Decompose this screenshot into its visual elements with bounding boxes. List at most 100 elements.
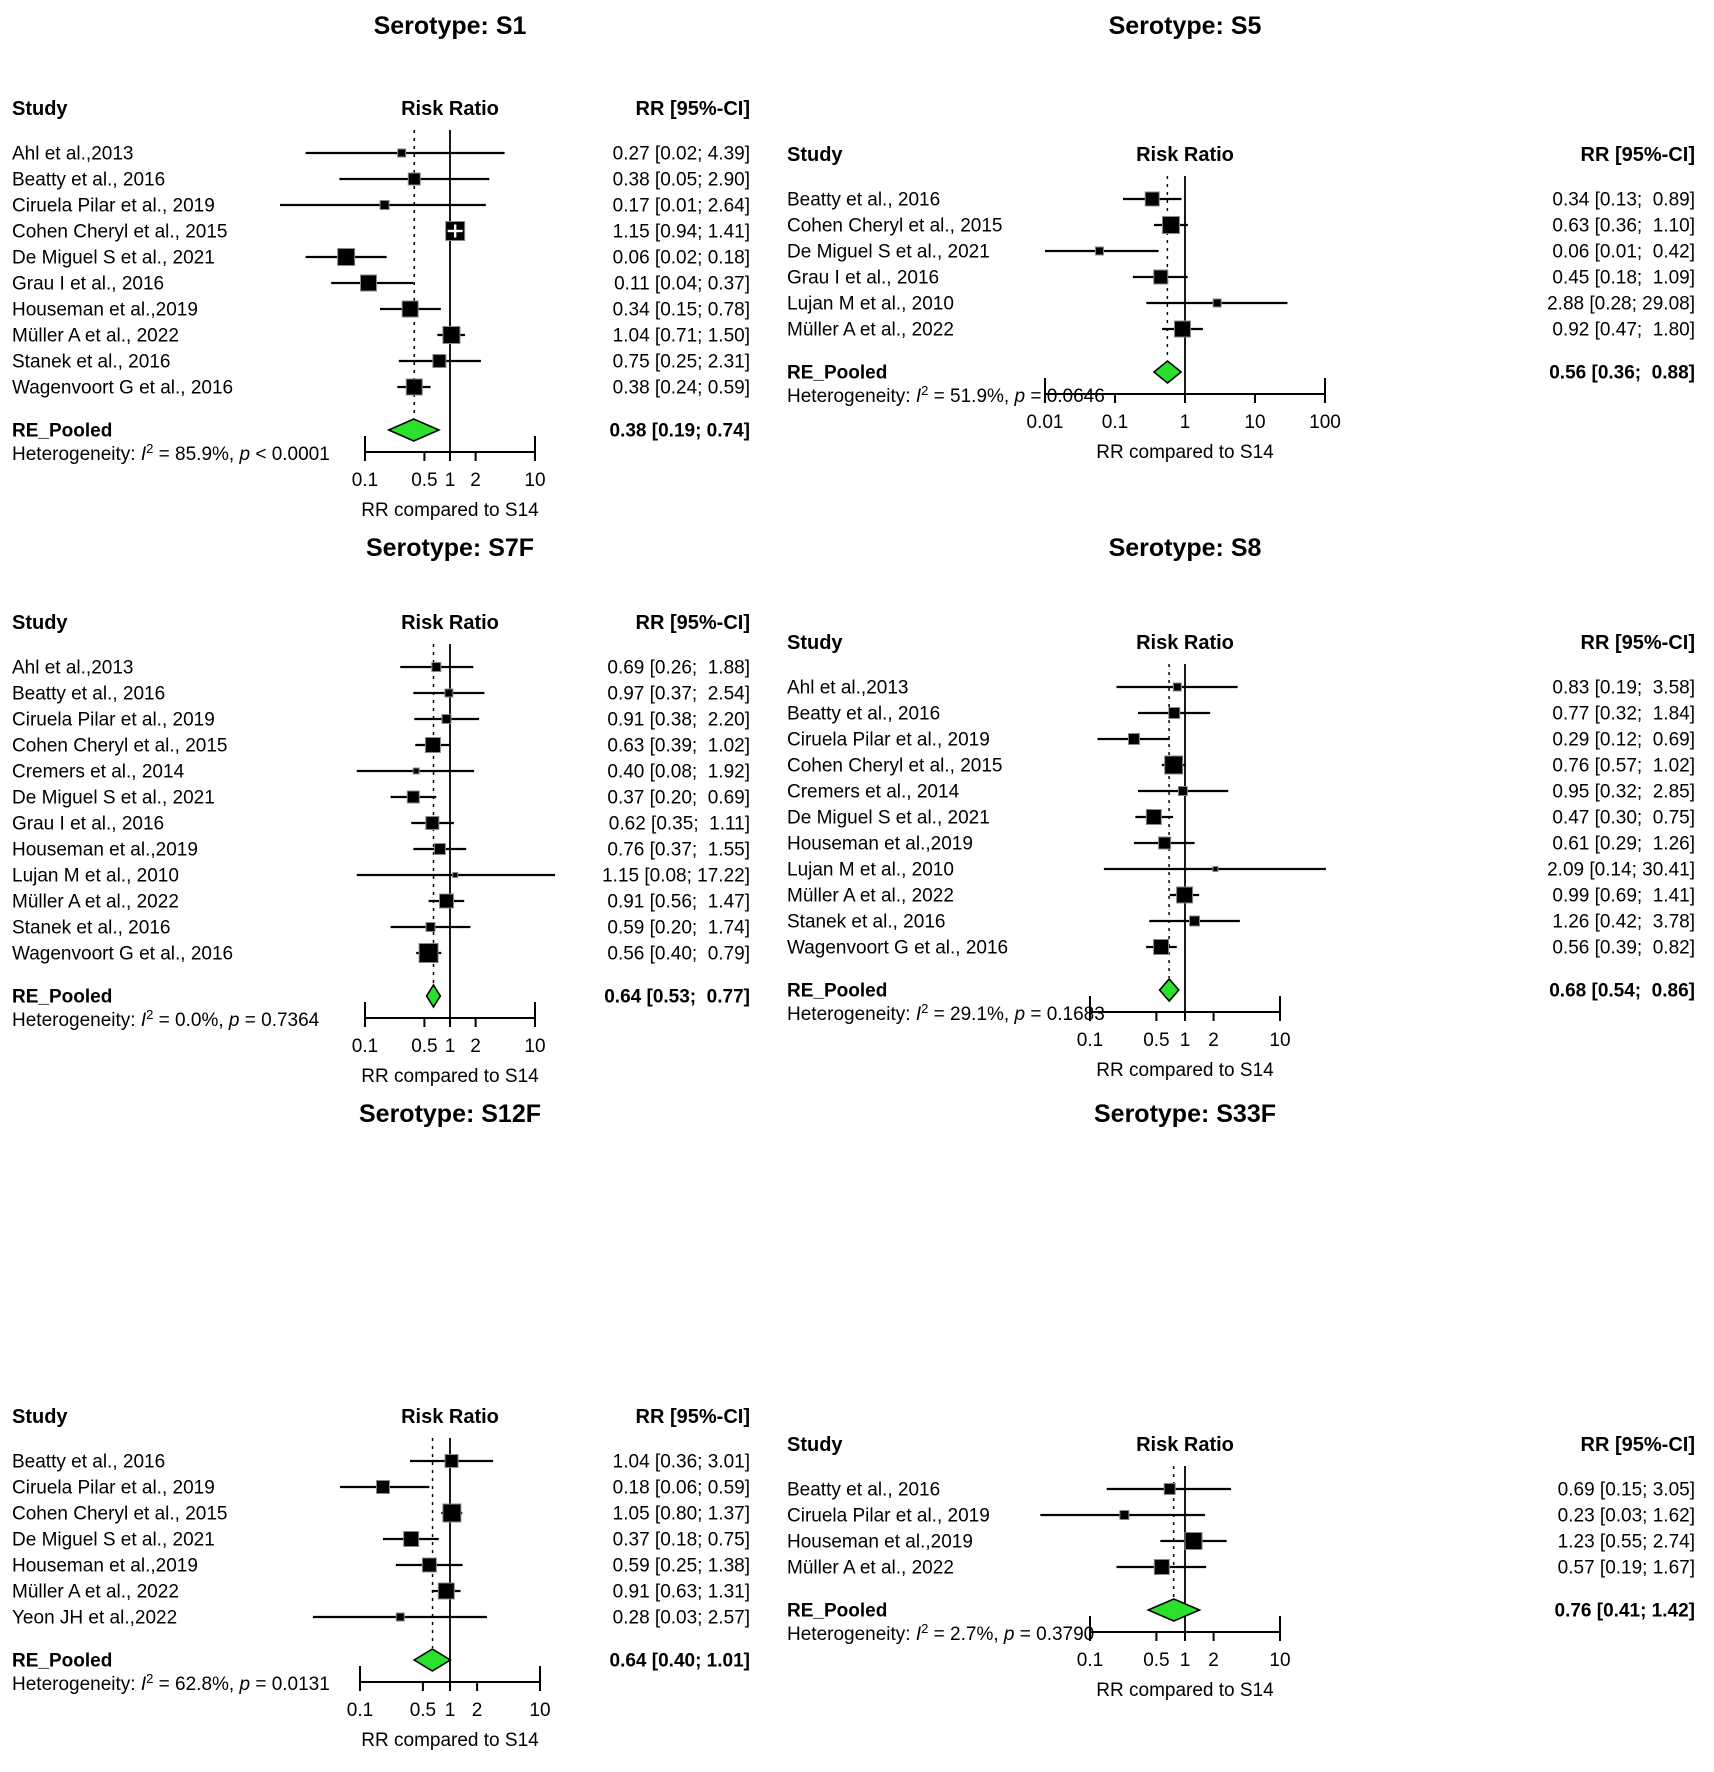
x-axis-tick-label: 10 [524, 1036, 545, 1057]
effect-square [395, 1612, 405, 1622]
ci-text: 1.26 [0.42; 3.78] [1552, 912, 1695, 933]
study-row: Müller A et al., 2022 0.99 [0.69; 1.41] [787, 886, 1695, 907]
ci-text: 0.76 [0.37; 1.55] [607, 840, 750, 861]
study-label: Houseman et al.,2019 [12, 840, 198, 861]
ci-text: 0.40 [0.08; 1.92] [607, 762, 750, 783]
study-row: De Miguel S et al., 2021 0.06 [0.02; 0.18… [12, 248, 750, 269]
x-axis-tick-label: 1 [445, 1700, 456, 1721]
effect-square [401, 300, 419, 318]
x-axis-tick-label: 0.5 [410, 1700, 436, 1721]
ci-text: 0.38 [0.24; 0.59] [613, 378, 750, 399]
study-row: Lujan M et al., 2010 2.09 [0.14; 30.41] [787, 860, 1695, 881]
col-header-study: Study [787, 1434, 843, 1456]
pooled-ci-text: 0.56 [0.36; 0.88] [1549, 363, 1695, 384]
effect-square [424, 737, 441, 753]
study-label: Ciruela Pilar et al., 2019 [12, 196, 215, 217]
ci-text: 0.18 [0.06; 0.59] [613, 1478, 750, 1499]
study-label: Müller A et al., 2022 [12, 892, 179, 913]
ci-text: 2.88 [0.28; 29.08] [1547, 294, 1695, 315]
figure-row-2: Serotype: S7F Study Risk Ratio RR [95%-CI] A… [10, 530, 1709, 1096]
forest-plot-S12F: Study Risk Ratio RR [95%-CI] Beatty et al.,… [12, 1406, 750, 1751]
x-axis-tick-label: 0.1 [352, 470, 378, 491]
effect-square [433, 843, 446, 855]
x-axis-title: RR compared to S14 [1096, 442, 1274, 463]
study-row: Lujan M et al., 2010 1.15 [0.08; 17.22] [12, 866, 750, 887]
effect-square [1094, 246, 1104, 256]
study-row: Cohen Cheryl et al., 2015 1.15 [0.94; 1.4… [12, 221, 750, 243]
study-row: Müller A et al., 2022 0.91 [0.63; 1.31] [12, 1582, 750, 1603]
ci-text: 0.63 [0.39; 1.02] [607, 736, 750, 757]
effect-square [444, 688, 454, 698]
pooled-ci-text: 0.68 [0.54; 0.86] [1549, 981, 1695, 1002]
study-row: Grau I et al., 2016 0.62 [0.35; 1.11] [12, 814, 750, 835]
panel-title-text: Serotype: S7F [365, 534, 535, 562]
study-label: De Miguel S et al., 2021 [787, 242, 990, 263]
ci-text: 0.38 [0.05; 2.90] [613, 170, 750, 191]
col-header-ci: RR [95%-CI] [636, 1406, 750, 1428]
effect-square [1212, 866, 1219, 872]
effect-square [1158, 836, 1172, 850]
study-label: Houseman et al.,2019 [787, 1532, 973, 1553]
panel-title-text: Serotype: S1 [373, 12, 527, 40]
study-label: De Miguel S et al., 2021 [12, 248, 215, 269]
x-axis-tick-label: 0.1 [1077, 1650, 1103, 1671]
x-axis-tick-label: 2 [1208, 1650, 1219, 1671]
study-label: Houseman et al.,2019 [12, 300, 198, 321]
ci-text: 0.95 [0.32; 2.85] [1552, 782, 1695, 803]
ci-text: 0.77 [0.32; 1.84] [1552, 704, 1695, 725]
study-label: Cremers et al., 2014 [12, 762, 185, 783]
ci-text: 0.11 [0.04; 0.37] [614, 274, 750, 295]
heterogeneity-text: Heterogeneity: I2 = 62.8%, p = 0.0131 [12, 1671, 330, 1695]
pooled-label: RE_Pooled [12, 421, 112, 442]
study-label: Wagenvoort G et al., 2016 [787, 938, 1008, 959]
study-label: Stanek et al., 2016 [12, 918, 170, 939]
study-row: Ahl et al.,2013 0.69 [0.26; 1.88] [12, 658, 750, 679]
pooled-label: RE_Pooled [12, 987, 112, 1008]
x-axis-tick-label: 2 [472, 1700, 483, 1721]
ci-text: 1.05 [0.80; 1.37] [613, 1504, 750, 1525]
pooled-row: RE_Pooled 0.64 [0.40; 1.01] [12, 1648, 750, 1672]
study-row: Houseman et al.,2019 0.59 [0.25; 1.38] [12, 1556, 750, 1577]
ci-text: 0.45 [0.18; 1.09] [1552, 268, 1695, 289]
study-row: Ciruela Pilar et al., 2019 0.29 [0.12; 0.… [787, 730, 1695, 751]
panel-title-S7F: Serotype: S7F [10, 530, 755, 570]
ci-text: 0.61 [0.29; 1.26] [1552, 834, 1695, 855]
x-axis-tick-label: 1 [1180, 1030, 1191, 1051]
study-label: Beatty et al., 2016 [12, 684, 165, 705]
x-axis-tick-label: 10 [1269, 1030, 1290, 1051]
pooled-diamond [1152, 359, 1183, 385]
x-axis-tick-label: 10 [1244, 412, 1265, 433]
study-row: Houseman et al.,2019 0.34 [0.15; 0.78] [12, 300, 750, 321]
effect-square [425, 816, 440, 830]
col-header-ci: RR [95%-CI] [636, 98, 750, 120]
ci-text: 0.91 [0.63; 1.31] [613, 1582, 750, 1603]
panel-S5: Serotype: S5 Study Risk Ratio RR [95%-CI] Be… [785, 8, 1699, 530]
panel-S8: Serotype: S8 Study Risk Ratio RR [95%-CI] Ah… [785, 530, 1699, 1096]
panel-title-S12F: Serotype: S12F [10, 1096, 755, 1136]
pooled-row: RE_Pooled 0.68 [0.54; 0.86] [787, 977, 1695, 1003]
x-axis-tick-label: 1 [1180, 1650, 1191, 1671]
pooled-diamond [1146, 1598, 1202, 1622]
study-label: Ahl et al.,2013 [12, 658, 133, 679]
study-row: Houseman et al.,2019 0.61 [0.29; 1.26] [787, 834, 1695, 855]
panel-title-text: Serotype: S33F [1093, 1100, 1277, 1128]
effect-square [437, 1582, 455, 1600]
study-row: Cohen Cheryl et al., 2015 0.63 [0.39; 1.0… [12, 736, 750, 757]
ci-text: 0.47 [0.30; 0.75] [1552, 808, 1695, 829]
x-axis: 0.1 0.5 1 2 10 [1077, 1616, 1291, 1671]
panel-title-text: Serotype: S12F [358, 1100, 542, 1128]
effect-square [452, 872, 459, 878]
study-label: Cremers et al., 2014 [787, 782, 960, 803]
effect-square [1153, 939, 1170, 955]
panel-title-text: Serotype: S5 [1108, 12, 1262, 40]
study-label: Lujan M et al., 2010 [787, 294, 954, 315]
panel-S7F: Serotype: S7F Study Risk Ratio RR [95%-CI] A… [10, 530, 755, 1096]
x-axis-tick-label: 100 [1309, 412, 1341, 433]
x-axis-tick-label: 10 [524, 470, 545, 491]
x-axis-tick-label: 10 [1269, 1650, 1290, 1671]
study-row: Müller A et al., 2022 0.57 [0.19; 1.67] [787, 1558, 1695, 1579]
study-label: Müller A et al., 2022 [12, 326, 179, 347]
x-axis: 0.1 0.5 1 2 10 [352, 1002, 546, 1057]
effect-square [1163, 1483, 1176, 1495]
effect-square [439, 893, 455, 909]
